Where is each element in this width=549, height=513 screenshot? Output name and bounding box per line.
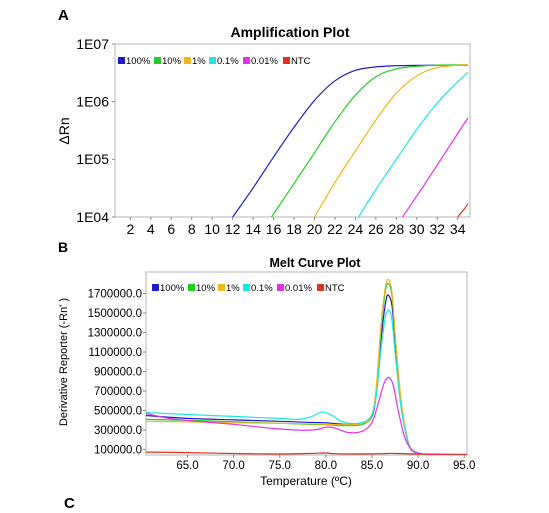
series-line-ntc <box>146 451 467 455</box>
legend-swatch-10pct <box>154 57 161 64</box>
amplification-y-axis-label: ΔRn <box>56 117 72 144</box>
legend-swatch-1pct <box>184 57 191 64</box>
y-tick-label: 700000.0 <box>94 386 142 398</box>
legend-label-0-01pct: 0.01% <box>285 283 312 294</box>
legend-swatch-10pct <box>188 284 195 291</box>
x-tick-label: 18 <box>286 221 302 237</box>
series-line-1pct <box>313 64 469 217</box>
legend-label-1pct: 1% <box>192 56 206 67</box>
x-tick-label: 8 <box>188 221 196 237</box>
y-tick-label: 1500000.0 <box>88 308 142 320</box>
melt-curve-plot-title: Melt Curve Plot <box>270 256 362 270</box>
x-tick-label: 24 <box>348 221 364 237</box>
y-tick-label: 1E05 <box>76 151 109 167</box>
legend-swatch-100pct <box>118 57 125 64</box>
legend-swatch-0-01pct <box>277 284 284 291</box>
series-line-100pct <box>232 64 468 217</box>
melt-curve-plot-area <box>145 271 468 456</box>
x-tick-label: 2 <box>126 221 134 237</box>
melt-curve-ticks: 65.0 70.0 75.0 80.0 85.0 90.0 95.0 100000.0 3000… <box>88 288 476 472</box>
legend-label-ntc: NTC <box>291 56 311 67</box>
x-tick-label: 12 <box>225 221 241 237</box>
x-tick-label: 28 <box>389 221 405 237</box>
x-tick-label: 30 <box>409 221 425 237</box>
y-tick-label: 500000.0 <box>94 406 142 418</box>
melt-curve-plot: Melt Curve Plot 65.0 70.0 75.0 80.0 85.0 90.0… <box>58 256 475 488</box>
y-tick-label: 1E04 <box>76 209 109 225</box>
x-tick-label: 65.0 <box>176 460 198 472</box>
y-tick-label: 1E07 <box>76 36 109 52</box>
panel-label-a: A <box>58 7 69 24</box>
y-tick-label: 900000.0 <box>94 367 142 379</box>
x-tick-label: 85.0 <box>361 460 383 472</box>
x-tick-label: 16 <box>266 221 282 237</box>
amplification-series-lines <box>232 64 469 217</box>
y-tick-label: 1E06 <box>76 94 109 110</box>
x-tick-label: 14 <box>245 221 261 237</box>
series-line-0-1pct <box>357 72 469 217</box>
x-tick-label: 34 <box>450 221 466 237</box>
legend-swatch-0-1pct <box>243 284 250 291</box>
series-line-0-1pct <box>146 309 467 455</box>
amplification-plot-area <box>114 43 471 218</box>
legend-swatch-1pct <box>218 284 225 291</box>
x-tick-label: 80.0 <box>315 460 337 472</box>
legend-label-100pct: 100% <box>160 283 185 294</box>
y-tick-label: 1700000.0 <box>88 288 142 300</box>
amplification-legend: 100% 10% 1% 0.1% 0.01% NTC <box>118 56 311 67</box>
x-tick-label: 22 <box>327 221 343 237</box>
legend-swatch-100pct <box>152 284 159 291</box>
x-tick-label: 6 <box>167 221 175 237</box>
amplification-ticks: 2 4 6 8 10 12 14 16 18 20 22 24 26 28 30 32 341E041E051E… <box>76 36 465 237</box>
melt-curve-x-axis-label: Temperature (ºC) <box>260 474 352 488</box>
legend-label-ntc: NTC <box>325 283 345 294</box>
x-tick-label: 26 <box>368 221 384 237</box>
legend-label-0-1pct: 0.1% <box>217 56 239 67</box>
series-line-0-01pct <box>402 117 469 217</box>
series-line-0-01pct <box>146 376 467 455</box>
legend-label-1pct: 1% <box>226 283 240 294</box>
series-line-ntc <box>457 203 469 217</box>
legend-label-100pct: 100% <box>126 56 151 67</box>
x-tick-label: 20 <box>307 221 323 237</box>
x-tick-label: 95.0 <box>453 460 475 472</box>
y-tick-label: 1100000.0 <box>88 347 142 359</box>
x-tick-label: 70.0 <box>222 460 244 472</box>
x-tick-label: 32 <box>429 221 445 237</box>
legend-label-0-01pct: 0.01% <box>251 56 278 67</box>
panel-label-b: B <box>58 239 68 255</box>
y-tick-label: 1300000.0 <box>88 328 142 340</box>
legend-label-10pct: 10% <box>196 283 216 294</box>
legend-swatch-ntc <box>283 57 290 64</box>
melt-curve-series-lines <box>146 278 467 455</box>
amplification-plot: Amplification Plot 2 4 6 8 10 12 14 16 18 20 22 24 2… <box>56 24 471 237</box>
panel-label-c: C <box>64 495 75 512</box>
x-tick-label: 10 <box>204 221 220 237</box>
legend-swatch-ntc <box>317 284 324 291</box>
legend-label-10pct: 10% <box>162 56 182 67</box>
melt-curve-legend: 100% 10% 1% 0.1% 0.01% NTC <box>152 283 345 294</box>
legend-label-0-1pct: 0.1% <box>251 283 273 294</box>
y-tick-label: 100000.0 <box>94 445 142 457</box>
x-tick-label: 4 <box>147 221 155 237</box>
legend-swatch-0-1pct <box>209 57 216 64</box>
y-tick-label: 300000.0 <box>94 425 142 437</box>
x-tick-label: 75.0 <box>269 460 291 472</box>
x-tick-label: 90.0 <box>407 460 429 472</box>
series-line-10pct <box>271 64 469 217</box>
legend-swatch-0-01pct <box>243 57 250 64</box>
melt-curve-y-axis-label: Derivative Reporter (-Rn' ) <box>58 298 70 426</box>
amplification-plot-title: Amplification Plot <box>231 24 350 40</box>
